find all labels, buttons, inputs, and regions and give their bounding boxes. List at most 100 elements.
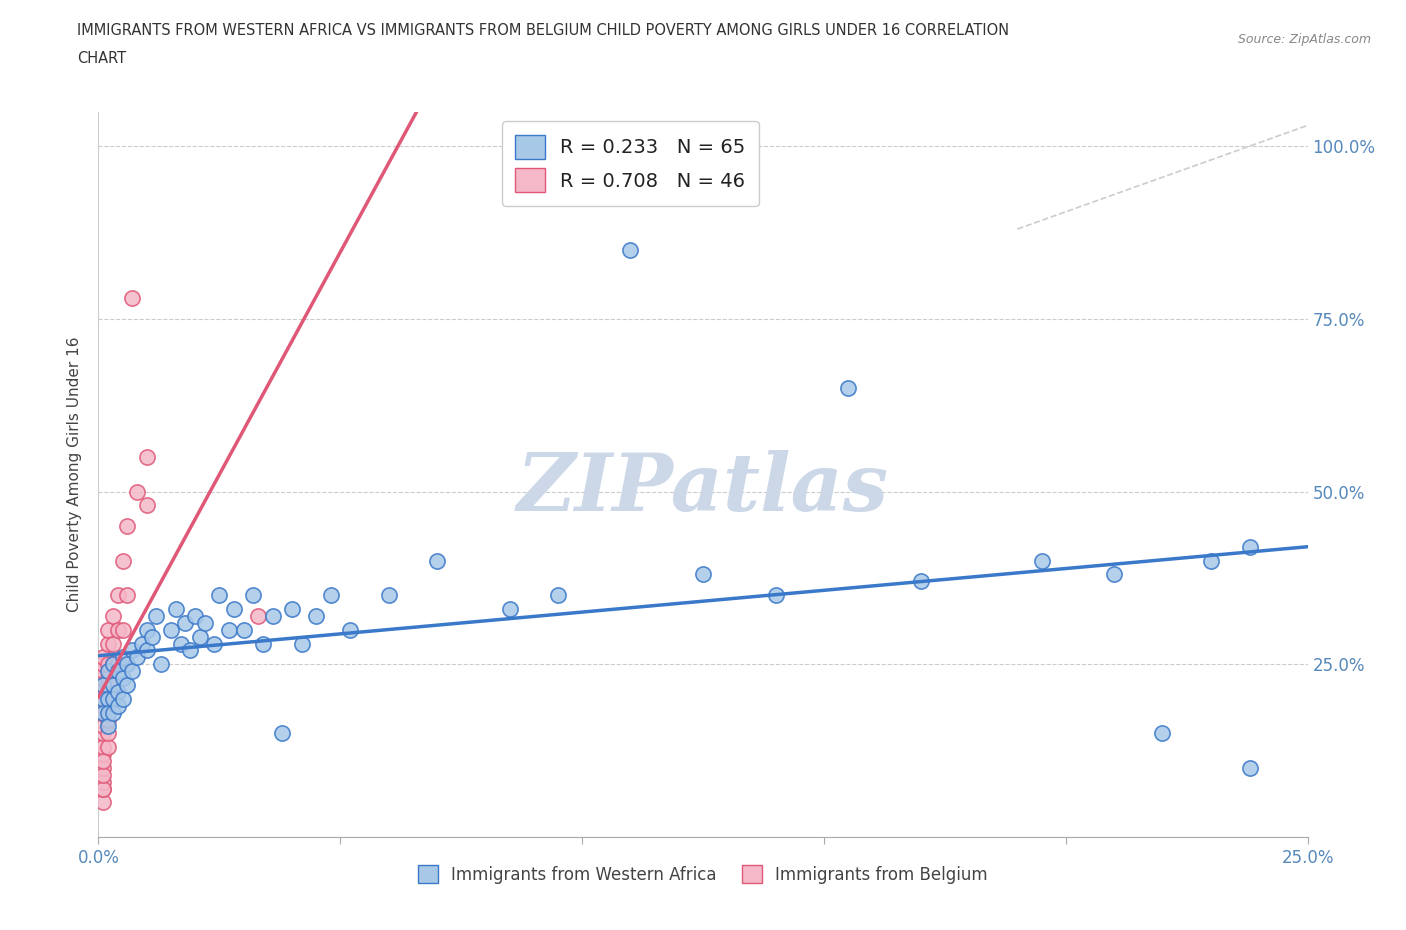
Point (135, 449, 157, 464)
Point (97, 705, 120, 720)
Point (184, 608, 207, 623)
Point (91, 705, 114, 720)
Point (837, 380, 859, 395)
Point (97, 698, 120, 713)
Point (101, 608, 124, 623)
Legend: Immigrants from Western Africa, Immigrants from Belgium: Immigrants from Western Africa, Immigran… (412, 858, 994, 890)
Point (91, 739, 114, 754)
Point (107, 622, 129, 637)
Point (208, 588, 231, 603)
Point (218, 622, 240, 637)
Point (1239, 539, 1261, 554)
Point (127, 485, 149, 499)
Point (101, 636, 124, 651)
Text: IMMIGRANTS FROM WESTERN AFRICA VS IMMIGRANTS FROM BELGIUM CHILD POVERTY AMONG GI: IMMIGRANTS FROM WESTERN AFRICA VS IMMIGR… (77, 23, 1010, 38)
Point (107, 588, 129, 603)
Point (101, 691, 124, 706)
Point (179, 643, 201, 658)
Point (91, 684, 114, 699)
Point (117, 657, 139, 671)
Point (319, 588, 342, 603)
Point (765, 588, 787, 603)
Point (91, 767, 114, 782)
Point (252, 636, 274, 651)
Point (232, 622, 254, 637)
Point (91, 698, 114, 713)
Point (97, 671, 120, 685)
Point (1199, 553, 1222, 568)
Point (97, 719, 120, 734)
Point (262, 608, 284, 623)
Point (91, 726, 114, 741)
Point (121, 291, 143, 306)
Point (1239, 761, 1261, 776)
Point (107, 684, 129, 699)
Point (97, 664, 120, 679)
Point (174, 616, 197, 631)
Text: CHART: CHART (77, 51, 127, 66)
Point (117, 519, 139, 534)
Point (1102, 567, 1125, 582)
Point (91, 678, 114, 693)
Point (117, 678, 139, 693)
Point (107, 664, 129, 679)
Point (97, 712, 120, 727)
Point (222, 602, 245, 617)
Point (91, 761, 114, 776)
Point (121, 664, 143, 679)
Point (101, 657, 124, 671)
Point (101, 705, 124, 720)
Point (271, 726, 294, 741)
Point (91, 795, 114, 810)
Point (150, 657, 173, 671)
Point (97, 622, 120, 637)
Point (131, 636, 153, 651)
Point (97, 691, 120, 706)
Text: ZIPatlas: ZIPatlas (517, 450, 889, 527)
Point (165, 602, 187, 617)
Point (91, 753, 114, 768)
Point (97, 636, 120, 651)
Point (910, 574, 932, 589)
Point (111, 553, 134, 568)
Point (91, 691, 114, 706)
Point (91, 781, 114, 796)
Point (111, 691, 134, 706)
Point (91, 678, 114, 693)
Point (101, 678, 124, 693)
Point (97, 739, 120, 754)
Point (204, 636, 226, 651)
Point (111, 622, 134, 637)
Text: Source: ZipAtlas.com: Source: ZipAtlas.com (1237, 33, 1371, 46)
Point (91, 657, 114, 671)
Point (91, 705, 114, 720)
Point (135, 622, 157, 637)
Point (619, 243, 641, 258)
Point (141, 630, 163, 644)
Point (91, 671, 114, 685)
Point (101, 678, 124, 693)
Point (91, 747, 114, 762)
Point (194, 616, 217, 631)
Point (1152, 726, 1174, 741)
Point (339, 622, 361, 637)
Point (377, 588, 399, 603)
Point (692, 567, 714, 582)
Point (101, 657, 124, 671)
Point (169, 636, 191, 651)
Point (107, 698, 129, 713)
Point (305, 608, 328, 623)
Point (188, 630, 211, 644)
Point (281, 602, 304, 617)
Point (111, 650, 134, 665)
Point (160, 622, 183, 637)
Point (498, 602, 520, 617)
Point (145, 608, 167, 623)
Point (111, 671, 134, 685)
Point (121, 643, 143, 658)
Point (135, 498, 157, 512)
Point (135, 643, 157, 658)
Point (290, 636, 312, 651)
Point (101, 691, 124, 706)
Point (91, 719, 114, 734)
